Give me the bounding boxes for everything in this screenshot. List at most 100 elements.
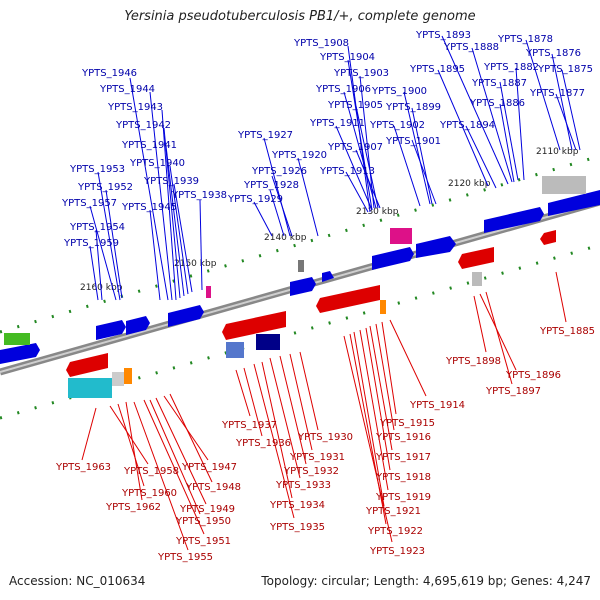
forward-gene-label: YPTS_1878: [497, 34, 553, 45]
reverse-gene-label: YPTS_1916: [375, 432, 431, 443]
reverse-gene-label: YPTS_1937: [221, 420, 277, 431]
reverse-gene: [540, 230, 556, 245]
forward-gene: [0, 343, 40, 364]
forward-gene-label: YPTS_1893: [415, 30, 471, 41]
forward-gene: [126, 316, 150, 335]
tick-label: 2110 kbp: [536, 147, 579, 157]
forward-gene-label: YPTS_1911: [309, 118, 365, 129]
reverse-gene-label: YPTS_1930: [297, 432, 353, 443]
forward-gene-label: YPTS_1904: [319, 52, 375, 63]
reverse-gene-label: YPTS_1963: [55, 462, 111, 473]
reverse-gene-label: YPTS_1918: [375, 472, 431, 483]
forward-gene-label: YPTS_1926: [251, 166, 307, 177]
forward-gene: [484, 207, 544, 233]
reverse-gene-label: YPTS_1935: [269, 522, 325, 533]
forward-strand-genes: [0, 190, 600, 364]
forward-gene-label: YPTS_1900: [371, 86, 427, 97]
reverse-gene: [222, 311, 286, 340]
forward-gene-label: YPTS_1886: [469, 98, 525, 109]
reverse-strand-genes: [66, 230, 556, 377]
forward-gene-label: YPTS_1945: [121, 202, 177, 213]
accession-label: Accession: NC_010634: [9, 574, 146, 588]
forward-gene-label: YPTS_1943: [107, 102, 163, 113]
reverse-gene-label: YPTS_1896: [505, 370, 561, 381]
forward-gene: [372, 247, 414, 270]
reverse-gene-label: YPTS_1885: [539, 326, 595, 337]
reverse-gene-label: YPTS_1898: [445, 356, 501, 367]
forward-gene-label: YPTS_1895: [409, 64, 465, 75]
forward-gene-label: YPTS_1894: [439, 120, 495, 131]
forward-gene-label: YPTS_1899: [385, 102, 441, 113]
reverse-gene-label: YPTS_1951: [175, 536, 231, 547]
reverse-gene-label: YPTS_1914: [409, 400, 465, 411]
tick-label: 2130 kbp: [356, 207, 399, 217]
forward-gene: [290, 277, 316, 296]
forward-gene-label: YPTS_1952: [77, 182, 133, 193]
forward-gene-label: YPTS_1940: [129, 158, 185, 169]
forward-gene-label: YPTS_1957: [61, 198, 117, 209]
forward-gene-label: YPTS_1920: [271, 150, 327, 161]
reverse-gene-label: YPTS_1917: [375, 452, 431, 463]
tick-label: 2140 kbp: [264, 233, 307, 243]
forward-gene-label: YPTS_1906: [315, 84, 371, 95]
forward-gene: [322, 271, 334, 282]
forward-gene-label: YPTS_1927: [237, 130, 293, 141]
reverse-gene: [316, 285, 380, 313]
reverse-labels: YPTS_1885 YPTS_1898 YPTS_1896 YPTS_1897 …: [55, 271, 595, 563]
reverse-gene-label: YPTS_1950: [175, 516, 231, 527]
forward-gene-label: YPTS_1913: [319, 166, 375, 177]
reverse-gene-label: YPTS_1915: [379, 418, 435, 429]
forward-gene-label: YPTS_1877: [529, 88, 585, 99]
reverse-gene-label: YPTS_1958: [123, 466, 179, 477]
forward-gene-label: YPTS_1939: [143, 176, 199, 187]
reverse-gene-label: YPTS_1960: [121, 488, 177, 499]
forward-gene-label: YPTS_1938: [171, 190, 227, 201]
forward-gene-label: YPTS_1929: [227, 194, 283, 205]
reverse-gene-label: YPTS_1948: [185, 482, 241, 493]
forward-gene-label: YPTS_1905: [327, 100, 383, 111]
forward-gene-label: YPTS_1946: [81, 68, 137, 79]
reverse-gene-label: YPTS_1931: [289, 452, 345, 463]
reverse-gene-label: YPTS_1947: [181, 462, 237, 473]
forward-gene: [416, 236, 456, 258]
forward-gene-label: YPTS_1954: [69, 222, 125, 233]
feature-boxes: [4, 176, 586, 398]
forward-gene: [96, 320, 126, 340]
forward-gene-label: YPTS_1944: [99, 84, 155, 95]
reverse-gene-label: YPTS_1949: [179, 504, 235, 515]
forward-gene-label: YPTS_1888: [443, 42, 499, 53]
reverse-gene-label: YPTS_1897: [485, 386, 541, 397]
forward-gene-label: YPTS_1882: [483, 62, 539, 73]
reverse-gene-label: YPTS_1922: [367, 526, 423, 537]
forward-gene-label: YPTS_1876: [525, 48, 581, 59]
reverse-gene-label: YPTS_1962: [105, 502, 161, 513]
reverse-gene: [66, 353, 108, 377]
reverse-gene-label: YPTS_1932: [283, 466, 339, 477]
forward-gene-label: YPTS_1928: [243, 180, 299, 191]
forward-gene-label: YPTS_1901: [385, 136, 441, 147]
forward-labels: YPTS_1946 YPTS_1944 YPTS_1943 YPTS_1942 …: [61, 30, 593, 301]
reverse-gene-label: YPTS_1923: [369, 546, 425, 557]
genome-summary-label: Topology: circular; Length: 4,695,619 bp…: [261, 574, 591, 588]
forward-gene: [548, 190, 600, 216]
forward-gene: [168, 305, 204, 327]
forward-gene-label: YPTS_1908: [293, 38, 349, 49]
tick-label: 2120 kbp: [448, 179, 491, 189]
reverse-gene-label: YPTS_1921: [365, 506, 421, 517]
forward-gene-label: YPTS_1953: [69, 164, 125, 175]
forward-gene-label: YPTS_1959: [63, 238, 119, 249]
forward-gene-label: YPTS_1875: [537, 64, 593, 75]
reverse-gene-label: YPTS_1936: [235, 438, 291, 449]
forward-gene-label: YPTS_1907: [327, 142, 383, 153]
reverse-gene-label: YPTS_1919: [375, 492, 431, 503]
forward-gene-label: YPTS_1941: [121, 140, 177, 151]
forward-gene-label: YPTS_1902: [369, 120, 425, 131]
forward-gene-label: YPTS_1887: [471, 78, 527, 89]
forward-gene-label: YPTS_1942: [115, 120, 171, 131]
tick-label: 2150 kbp: [174, 259, 217, 269]
map-title: Yersinia pseudotuberculosis PB1/+, compl…: [124, 9, 476, 24]
reverse-gene-label: YPTS_1934: [269, 500, 325, 511]
reverse-gene-label: YPTS_1955: [157, 552, 213, 563]
